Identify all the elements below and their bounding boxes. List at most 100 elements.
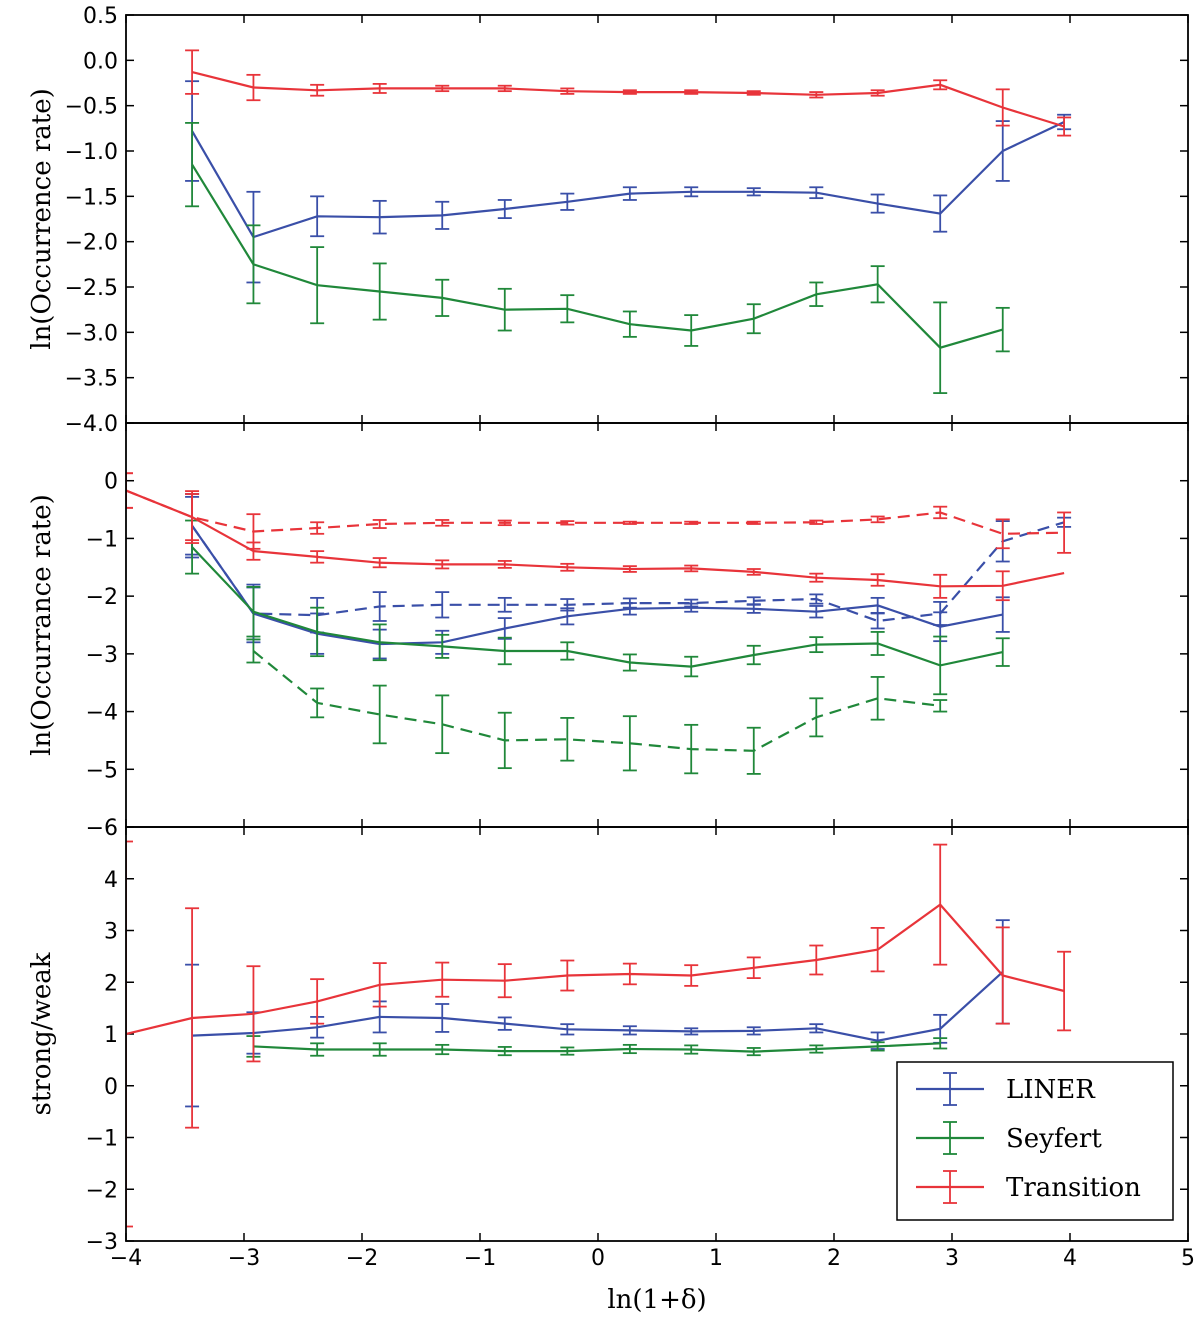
error-bar <box>684 598 699 608</box>
error-bar <box>746 303 761 335</box>
error-bar <box>310 687 325 719</box>
panel-middle: 0 −1 −2 −3 −4 −5 −6 ln(Occurrance rate) <box>27 422 1189 841</box>
error-bar <box>560 641 575 661</box>
x-tick-label: 4 <box>1063 1246 1077 1271</box>
y-tick-label: −2 <box>86 585 118 610</box>
error-bar <box>372 262 387 321</box>
error-bar <box>933 635 948 696</box>
y-tick-label: 3 <box>104 920 118 945</box>
y-tick-label: −5 <box>86 758 118 783</box>
error-bar <box>995 926 1010 1025</box>
series-line-seyfert <box>191 546 1003 668</box>
error-bar <box>746 1047 761 1057</box>
error-bar <box>497 199 512 219</box>
y-axis-label: ln(Occurrance rate) <box>27 494 57 756</box>
error-bar <box>622 89 637 95</box>
error-bar <box>746 1026 761 1036</box>
error-bar <box>435 694 450 755</box>
panel-top: 0.5 0.0 −0.5 −1.0 −1.5 −2.0 −2.5 −3.0 −3.5 −4.0 ln… <box>27 4 1189 437</box>
error-bar <box>870 193 885 214</box>
y-tick-label: 1 <box>104 1023 118 1048</box>
error-bar <box>310 195 325 238</box>
y-tick-label: −2 <box>86 1178 118 1203</box>
error-bar <box>933 601 948 626</box>
y-tick-label: −1 <box>86 1127 118 1152</box>
error-bar <box>809 519 824 525</box>
error-bar <box>995 120 1010 182</box>
series-line-seyfert <box>253 1042 941 1053</box>
error-bar <box>809 281 824 307</box>
error-bar <box>246 224 261 305</box>
error-bar <box>246 965 261 1063</box>
error-bar <box>684 1044 699 1055</box>
error-bar <box>622 310 637 338</box>
series-line-transition <box>126 489 1065 588</box>
plot-frame <box>125 826 1189 1242</box>
error-bar <box>684 520 699 525</box>
error-bar <box>622 962 637 986</box>
x-tick-label: −2 <box>346 1246 378 1271</box>
plot-frame <box>125 422 1189 828</box>
error-bar <box>372 591 387 622</box>
legend-entry-liner: LINER <box>916 1072 1096 1106</box>
error-bar <box>933 573 948 599</box>
error-bar <box>995 306 1010 353</box>
error-bar <box>870 631 885 656</box>
error-bar <box>809 91 824 99</box>
error-bar <box>809 1023 824 1034</box>
error-bar <box>933 699 948 713</box>
series-group <box>126 840 1072 1228</box>
error-bar <box>372 519 387 529</box>
error-bar <box>560 598 575 612</box>
error-bar <box>435 591 450 619</box>
error-bar <box>870 1041 885 1052</box>
error-bar <box>185 490 200 544</box>
series-line-liner <box>191 121 1065 239</box>
error-bar <box>497 84 512 93</box>
error-bar <box>684 1027 699 1036</box>
error-bar <box>622 1025 637 1036</box>
error-bar <box>622 520 637 525</box>
error-bar <box>809 697 824 738</box>
error-bar <box>684 723 699 775</box>
error-bar <box>746 568 761 576</box>
y-tick-label: −0.5 <box>65 95 118 120</box>
x-axis-label: ln(1+δ) <box>607 1285 706 1315</box>
y-tick-label: 0.0 <box>83 49 118 74</box>
error-bar <box>870 89 885 97</box>
error-bar <box>497 711 512 770</box>
error-bar <box>933 194 948 233</box>
error-bar <box>560 87 575 95</box>
error-bar <box>933 505 948 520</box>
error-bar <box>560 1046 575 1056</box>
error-bar <box>870 265 885 304</box>
error-bar <box>809 944 824 976</box>
error-bar <box>870 927 885 973</box>
error-bar <box>933 1037 948 1050</box>
error-bar <box>185 49 200 95</box>
error-bar <box>560 520 575 526</box>
y-tick-label: 2 <box>104 971 118 996</box>
error-bar <box>684 964 699 987</box>
y-tick-label: −1.0 <box>65 140 118 165</box>
error-bar <box>622 1043 637 1055</box>
series-line-seyfert <box>191 164 1004 349</box>
error-bar <box>497 560 512 569</box>
error-bar <box>560 959 575 992</box>
y-tick-label: −2.0 <box>65 231 118 256</box>
error-bar <box>560 192 575 211</box>
error-bar <box>246 638 261 664</box>
error-bar <box>560 1023 575 1036</box>
error-bar <box>435 633 450 659</box>
error-bar <box>809 186 824 200</box>
x-tick-label: 5 <box>1181 1246 1195 1271</box>
y-tick-label: −1.5 <box>65 185 118 210</box>
legend: LINER Seyfert Transition <box>896 1061 1174 1221</box>
error-bar <box>995 518 1010 550</box>
series-line-seyfert-dashed <box>252 650 941 752</box>
error-bar <box>310 83 325 97</box>
error-bar <box>746 520 761 525</box>
legend-label: Transition <box>1006 1173 1141 1203</box>
